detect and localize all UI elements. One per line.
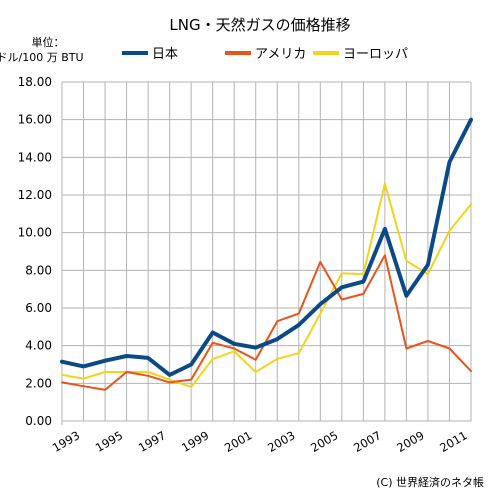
y-tick-label: 12.00 [18,188,52,202]
credit-annotation: (C) 世界経済のネタ帳 [376,475,484,489]
y-tick-label: 16.00 [18,113,52,127]
y-tick-labels: 0.00 2.00 4.00 6.00 8.00 10.00 12.00 14.00 16.00… [18,75,52,428]
x-tick-label: 1995 [93,428,125,455]
legend-label: 日本 [152,47,178,62]
x-tick-label: 2011 [437,428,469,455]
x-tick-label: 1993 [50,428,82,455]
legend-label: アメリカ [255,47,306,62]
x-tick-label: 2007 [351,428,383,455]
x-tick-label: 2005 [308,428,340,455]
y-tick-label: 10.00 [18,226,52,240]
y-tick-label: 14.00 [18,150,52,164]
x-tick-label: 2003 [265,428,297,455]
series-line-0 [60,117,473,377]
series-lines [60,117,473,391]
x-tick-label: 2009 [394,428,426,455]
legend: 日本 アメリカ ヨーロッパ [122,47,408,62]
y-tick-label: 2.00 [25,376,52,390]
gridlines [61,81,472,425]
legend-label: ヨーロッパ [343,47,408,62]
x-tick-label: 1997 [136,428,168,455]
y-axis-unit-label: 単位：ドル/100 万 BTU [0,35,84,64]
y-tick-label: 18.00 [18,75,52,89]
x-tick-label: 1999 [179,428,211,455]
x-tick-labels: 1993 1995 1997 1999 2001 2003 2005 2007 2009 2011 [50,428,470,455]
y-tick-label: 6.00 [25,301,52,315]
x-tick-label: 2001 [222,428,254,455]
y-tick-label: 8.00 [25,263,52,277]
y-tick-label: 4.00 [25,339,52,353]
chart-title: LNG・天然ガスの価格推移 [169,16,350,34]
series-line-1 [61,254,472,391]
y-tick-label: 0.00 [25,414,52,428]
